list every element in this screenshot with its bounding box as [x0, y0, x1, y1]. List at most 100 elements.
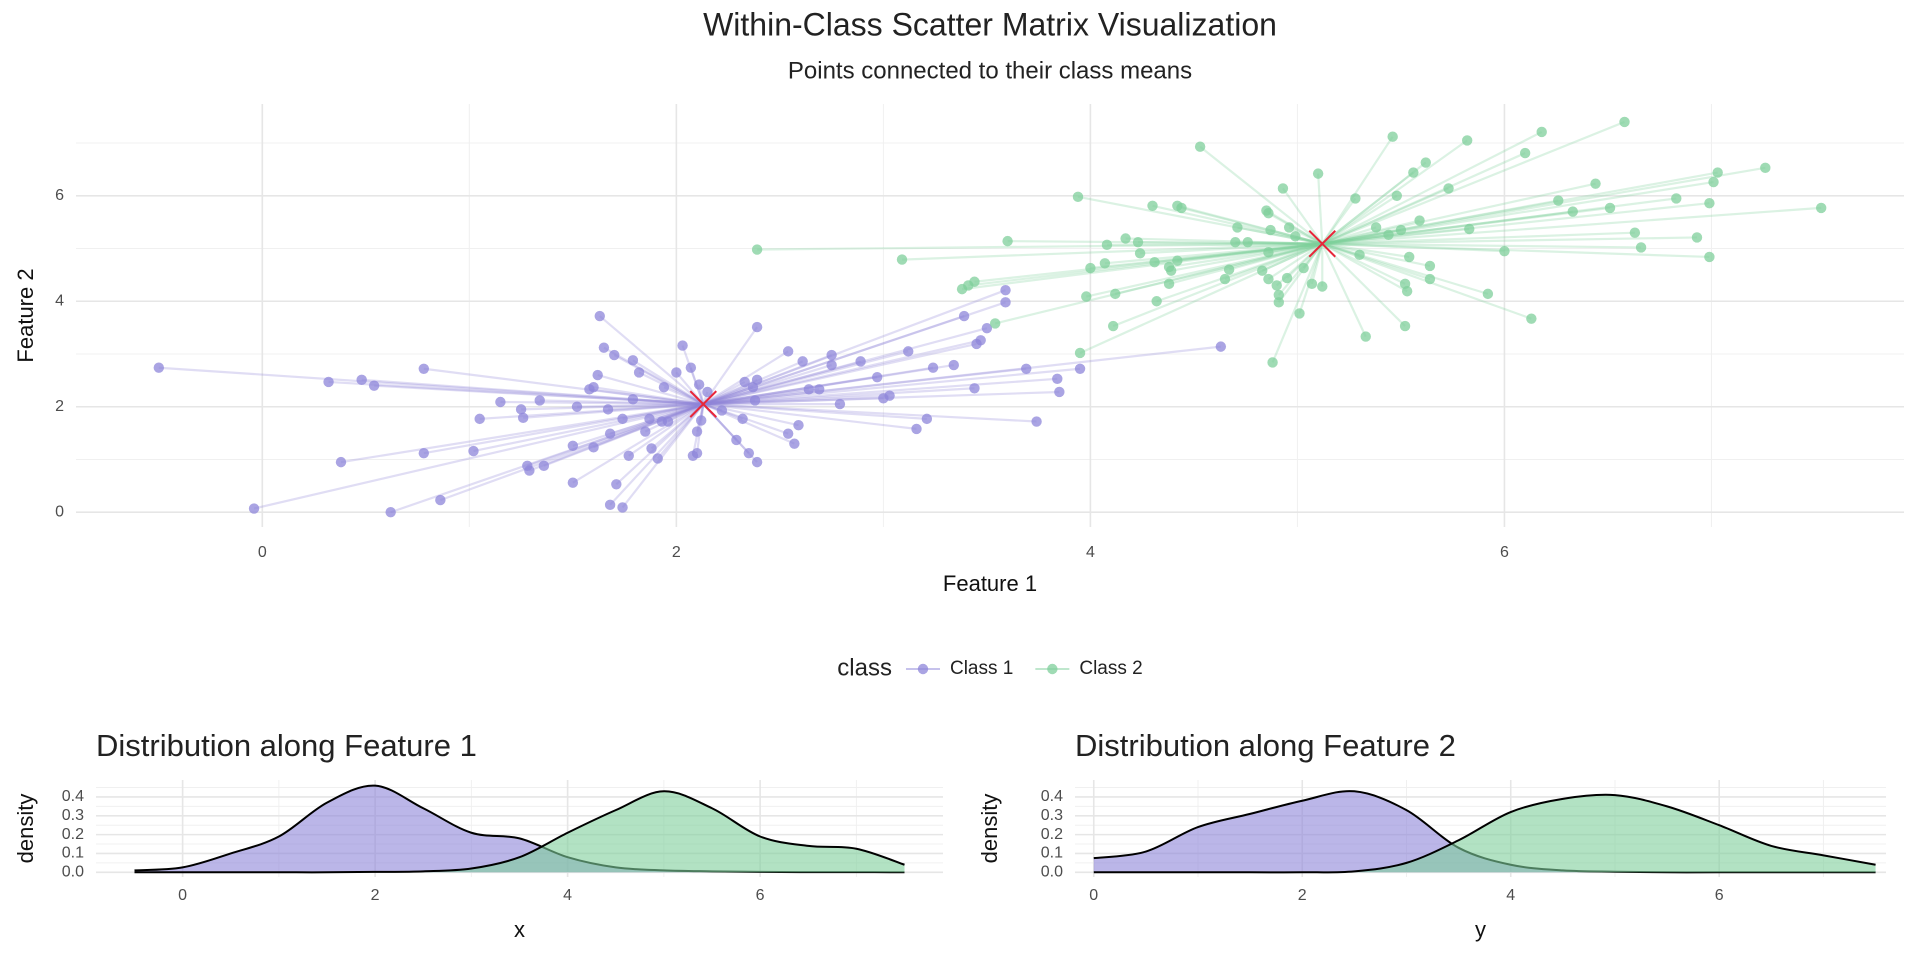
scatter-point — [1257, 265, 1268, 276]
scatter-link — [621, 403, 705, 509]
scatter-link — [703, 350, 909, 406]
scatter-link — [1261, 242, 1323, 272]
scatter-link — [1322, 199, 1559, 245]
x-tick-label: 6 — [1500, 544, 1509, 561]
scatter-point — [323, 376, 334, 388]
scatter-point — [903, 346, 914, 357]
scatter-point — [1712, 167, 1723, 178]
scatter-link — [158, 366, 704, 406]
scatter-point — [538, 460, 550, 472]
chart-title: Distribution along Feature 1 — [96, 728, 477, 763]
scatter-point — [534, 395, 545, 406]
scatter-link — [374, 384, 704, 406]
scatter-point — [693, 379, 705, 390]
scatter-point — [1306, 278, 1318, 290]
scatter-link — [500, 400, 704, 406]
scatter-link — [1237, 226, 1323, 245]
scatter-link — [526, 403, 704, 467]
scatter-link — [1298, 243, 1324, 314]
scatter-point — [1263, 207, 1274, 219]
scatter-link — [644, 403, 704, 433]
scatter-point — [789, 438, 800, 449]
scatter-link — [1321, 242, 1406, 285]
x-tick-label: 4 — [1506, 887, 1515, 904]
scatter-point — [652, 453, 663, 464]
scatter-point — [153, 362, 165, 373]
scatter-point — [1054, 386, 1065, 398]
scatter-link — [361, 378, 704, 406]
x-tick-label: 2 — [1298, 887, 1307, 904]
scatter-point — [1629, 227, 1641, 238]
scatter-link — [681, 345, 705, 405]
scatter-point — [1002, 235, 1013, 247]
scatter-link — [703, 399, 756, 406]
scatter-point — [927, 362, 939, 373]
scatter-link — [703, 363, 954, 406]
scatter-link — [1321, 242, 1431, 281]
scatter-link — [638, 371, 704, 406]
scatter-point — [737, 413, 748, 425]
scatter-point — [911, 423, 922, 435]
scatter-point — [834, 398, 846, 410]
scatter-point — [1354, 249, 1365, 261]
legend-label: Class 1 — [950, 658, 1013, 679]
scatter-point — [749, 395, 761, 406]
scatter-point — [1391, 190, 1402, 201]
scatter-link — [703, 387, 975, 406]
scatter-link — [328, 380, 704, 406]
scatter-point — [981, 322, 993, 334]
scatter-link — [1114, 242, 1323, 295]
scatter-point — [716, 405, 728, 416]
scatter-point — [751, 456, 763, 468]
x-tick-label: 2 — [672, 544, 681, 561]
scatter-point — [617, 502, 628, 513]
scatter-link — [1321, 243, 1367, 338]
scatter-point — [1271, 280, 1282, 291]
scatter-point — [633, 367, 645, 378]
scatter-link — [1106, 242, 1323, 246]
scatter-link — [1277, 243, 1324, 303]
legend-title: class — [837, 654, 892, 681]
scatter-link — [1247, 241, 1323, 245]
scatter-link — [1317, 173, 1324, 244]
scatter-link — [901, 242, 1323, 261]
scatter-point — [1553, 195, 1564, 206]
x-axis-title: Feature 1 — [943, 571, 1037, 596]
scatter-point — [517, 412, 529, 424]
scatter-point — [1120, 233, 1131, 244]
x-tick-label: 4 — [563, 887, 572, 904]
scatter-link — [1267, 212, 1323, 245]
y-axis-title: density — [977, 794, 1002, 864]
scatter-point — [751, 321, 763, 333]
scatter-link — [1288, 226, 1323, 245]
scatter-point — [385, 507, 396, 518]
scatter-point — [594, 310, 605, 322]
legend-key — [1047, 663, 1058, 675]
scatter-link — [1170, 242, 1323, 272]
chart-title: Within-Class Scatter Matrix Visualizatio… — [703, 6, 1277, 42]
scatter-link — [1322, 242, 1410, 259]
scatter-point — [1360, 331, 1371, 342]
scatter-link — [703, 342, 977, 406]
scatter-link — [1321, 187, 1449, 245]
scatter-point — [1691, 232, 1703, 243]
scatter-link — [649, 403, 704, 420]
scatter-point — [1074, 347, 1086, 359]
scatter-point — [1420, 157, 1431, 168]
scatter-link — [1321, 120, 1625, 245]
scatter-point — [588, 442, 599, 453]
scatter-point — [691, 426, 703, 437]
scatter-link — [1322, 206, 1822, 245]
scatter-link — [1322, 197, 1677, 245]
scatter-point — [1031, 416, 1042, 427]
scatter-point — [1263, 273, 1274, 285]
y-tick-label: 0.3 — [62, 807, 84, 824]
scatter-point — [1619, 116, 1630, 128]
scatter-point — [1000, 297, 1011, 308]
scatter-link — [703, 403, 1037, 423]
scatter-link — [423, 403, 704, 455]
scatter-link — [1321, 130, 1543, 245]
scatter-point — [1273, 297, 1284, 308]
class-mean-cross — [1308, 230, 1336, 258]
scatter-point — [671, 367, 682, 378]
